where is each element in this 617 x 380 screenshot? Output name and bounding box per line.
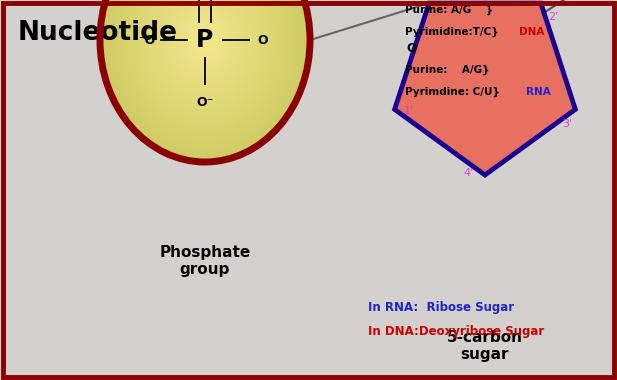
Text: Purine: A/G    }: Purine: A/G } <box>405 5 493 15</box>
Text: ⁻O: ⁻O <box>138 33 155 46</box>
Ellipse shape <box>131 0 278 125</box>
Ellipse shape <box>142 0 268 113</box>
Text: Purine:    A/G}: Purine: A/G} <box>405 65 489 75</box>
Ellipse shape <box>138 0 271 117</box>
Text: 1': 1' <box>404 106 414 116</box>
Ellipse shape <box>170 0 240 81</box>
Text: 4': 4' <box>464 168 474 178</box>
Ellipse shape <box>117 0 292 142</box>
Text: 3': 3' <box>562 119 573 129</box>
Ellipse shape <box>149 0 261 105</box>
Ellipse shape <box>163 0 247 89</box>
Ellipse shape <box>188 20 223 60</box>
Ellipse shape <box>146 0 265 109</box>
Ellipse shape <box>125 0 286 133</box>
Ellipse shape <box>100 0 310 162</box>
Text: 2': 2' <box>548 12 558 22</box>
Text: Nucleotide: Nucleotide <box>18 20 178 46</box>
Text: P: P <box>196 28 213 52</box>
Ellipse shape <box>107 0 303 154</box>
Ellipse shape <box>191 24 219 56</box>
Ellipse shape <box>167 0 244 85</box>
Ellipse shape <box>173 3 236 77</box>
Text: O⁻: O⁻ <box>196 95 213 109</box>
Ellipse shape <box>156 0 254 97</box>
Ellipse shape <box>202 36 209 44</box>
Ellipse shape <box>128 0 282 130</box>
Ellipse shape <box>160 0 251 93</box>
Ellipse shape <box>104 0 307 158</box>
Text: Pyrimdine: C/U}: Pyrimdine: C/U} <box>405 87 500 97</box>
Text: DNA: DNA <box>519 27 544 37</box>
Text: In RNA:  Ribose Sugar: In RNA: Ribose Sugar <box>368 301 514 315</box>
Text: Pyrimidine:T/C}: Pyrimidine:T/C} <box>405 27 499 37</box>
Text: O: O <box>258 33 268 46</box>
Text: In DNA:Deoxyribose Sugar: In DNA:Deoxyribose Sugar <box>368 326 544 339</box>
Polygon shape <box>395 3 575 175</box>
Ellipse shape <box>152 0 257 101</box>
Ellipse shape <box>184 16 226 64</box>
Text: RNA: RNA <box>526 87 551 97</box>
Ellipse shape <box>194 28 215 52</box>
Ellipse shape <box>198 32 212 48</box>
Ellipse shape <box>177 8 233 73</box>
Ellipse shape <box>110 0 299 150</box>
Text: 5-carbon
sugar: 5-carbon sugar <box>447 330 523 363</box>
Ellipse shape <box>114 0 296 146</box>
Text: O: O <box>407 42 417 55</box>
Text: Phosphate
group: Phosphate group <box>159 245 251 277</box>
Ellipse shape <box>181 11 230 68</box>
Ellipse shape <box>135 0 275 121</box>
Ellipse shape <box>121 0 289 138</box>
